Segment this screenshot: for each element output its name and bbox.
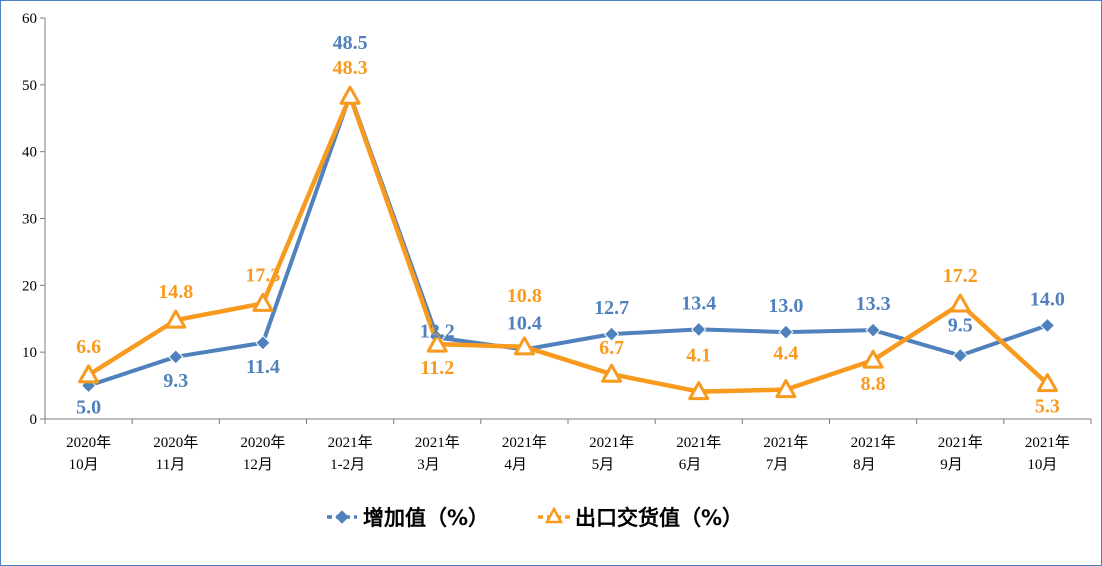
data-point-diamond <box>778 324 794 340</box>
x-tick-label-month: 12月 <box>243 457 273 473</box>
series-layer <box>78 85 1058 401</box>
data-label-series-2: 10.8 <box>507 285 542 307</box>
x-tick-label-year: 2021年 <box>502 434 547 451</box>
data-point-triangle <box>775 379 797 399</box>
x-tick-label-month: 4月 <box>504 457 527 473</box>
y-tick-label: 30 <box>22 212 37 228</box>
x-tick-label-month: 7月 <box>766 457 789 473</box>
series-line-2 <box>86 93 1050 394</box>
data-label-series-1: 12.7 <box>594 297 629 319</box>
data-point-diamond <box>952 347 968 364</box>
data-label-series-2: 5.3 <box>1035 396 1060 418</box>
data-label-series-2: 11.2 <box>420 357 454 379</box>
x-tick-label-year: 2021年 <box>328 434 373 451</box>
data-point-triangle <box>78 364 100 384</box>
data-label-series-1: 11.4 <box>246 356 280 378</box>
x-tick-label-year: 2020年 <box>153 434 198 451</box>
x-tick-label-month: 6月 <box>679 457 702 473</box>
data-point-triangle <box>252 292 274 312</box>
data-labels: 5.0 9.3 11.4 48.5 12.2 10.4 12.7 13.4 13.0 13.3 9.… <box>76 32 1065 419</box>
data-point-triangle <box>601 363 623 383</box>
data-label-series-2: 6.7 <box>599 337 624 359</box>
x-tick-label-year: 2021年 <box>589 434 634 451</box>
data-label-series-2: 4.1 <box>686 345 711 367</box>
data-point-triangle <box>862 349 884 369</box>
data-label-series-1: 13.0 <box>768 295 803 317</box>
legend-label-series-1: 增加值（%） <box>363 506 489 530</box>
data-point-triangle <box>513 336 535 356</box>
data-label-series-1: 14.0 <box>1030 288 1065 310</box>
x-tick-label-year: 2021年 <box>415 434 460 451</box>
data-point-triangle <box>339 85 361 105</box>
x-tick-label-year: 2021年 <box>1025 434 1070 451</box>
y-tick-label: 20 <box>22 278 37 294</box>
x-tick-label-month: 8月 <box>853 457 876 473</box>
y-tick-label: 10 <box>22 345 37 361</box>
data-label-series-1: 13.3 <box>856 293 891 315</box>
data-point-triangle <box>165 309 187 329</box>
x-tick-label-year: 2020年 <box>240 434 285 451</box>
data-point-triangle <box>688 381 710 401</box>
axes: 0 10 20 30 40 50 60 2020年 10月 2020年 11月 2020年 12月 202… <box>22 11 1092 473</box>
x-tick-label-year: 2021年 <box>676 434 721 451</box>
y-tick-label: 40 <box>22 145 37 161</box>
data-label-series-1: 10.4 <box>507 312 542 334</box>
data-point-diamond <box>1039 317 1056 334</box>
data-point-triangle <box>1036 373 1058 393</box>
data-label-series-1: 9.5 <box>948 315 973 337</box>
x-tick-label-month: 3月 <box>417 457 440 473</box>
data-point-diamond <box>168 349 184 365</box>
data-label-series-2: 17.3 <box>245 264 280 286</box>
data-point-diamond <box>691 321 707 338</box>
x-tick-label-year: 2021年 <box>938 434 983 451</box>
y-tick-label: 0 <box>30 412 38 428</box>
series-line-1 <box>86 92 1050 388</box>
data-label-series-1: 5.0 <box>76 397 101 419</box>
x-tick-label-month: 10月 <box>1027 457 1057 473</box>
y-tick-label: 60 <box>22 11 37 27</box>
x-tick-label-year: 2020年 <box>66 434 111 451</box>
data-label-series-2: 48.3 <box>333 57 368 79</box>
x-tick-label-month: 9月 <box>940 457 963 473</box>
data-label-series-1: 48.5 <box>333 32 368 54</box>
legend-marker-diamond-icon <box>335 510 349 524</box>
x-tick-label-month: 11月 <box>156 457 185 473</box>
legend-marker-triangle-icon <box>544 506 564 524</box>
data-point-triangle <box>949 293 971 313</box>
x-tick-label-year: 2021年 <box>763 434 808 451</box>
data-label-series-2: 14.8 <box>158 281 193 303</box>
data-label-series-2: 4.4 <box>773 343 798 365</box>
data-point-diamond <box>865 322 881 338</box>
x-tick-label-month: 1-2月 <box>330 457 365 473</box>
data-label-series-1: 13.4 <box>681 292 716 314</box>
data-label-series-2: 6.6 <box>76 336 101 358</box>
data-label-series-1: 9.3 <box>163 370 188 392</box>
legend: 增加值（%） 出口交货值（%） <box>327 506 743 530</box>
data-point-diamond <box>255 335 271 351</box>
legend-label-series-2: 出口交货值（%） <box>575 506 743 530</box>
data-label-series-2: 8.8 <box>861 373 886 395</box>
x-tick-label-month: 10月 <box>69 457 99 473</box>
y-tick-label: 50 <box>22 78 37 94</box>
data-point-triangle <box>426 333 448 353</box>
data-label-series-1: 12.2 <box>420 320 455 342</box>
data-point-diamond <box>603 326 620 342</box>
x-tick-label-year: 2021年 <box>851 434 896 451</box>
x-tick-label-month: 5月 <box>592 457 615 473</box>
data-label-series-2: 17.2 <box>943 265 978 287</box>
